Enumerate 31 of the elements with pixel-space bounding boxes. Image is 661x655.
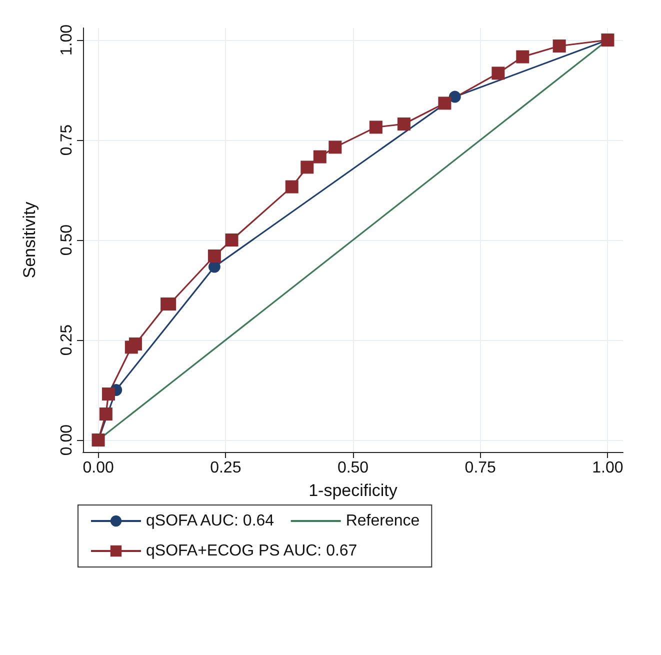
- x-tick-label: 1.00: [592, 460, 624, 476]
- y-tick-label: 0.75: [58, 124, 76, 156]
- legend-label: Reference: [346, 512, 420, 530]
- x-tick-label: 0.50: [337, 460, 369, 476]
- point: [369, 120, 382, 134]
- y-tick-label: 0.50: [58, 224, 76, 256]
- point: [328, 140, 342, 154]
- y-tick-label: 0.00: [58, 424, 76, 456]
- point: [208, 250, 221, 262]
- legend-label: qSOFA AUC: 0.64: [146, 512, 274, 530]
- point: [397, 118, 410, 130]
- x-tick-label: 0.25: [210, 460, 242, 476]
- point: [438, 96, 452, 110]
- point: [448, 90, 461, 103]
- legend-label: qSOFA+ECOG PS AUC: 0.67: [146, 542, 358, 560]
- x-axis-title: 1-specificity: [308, 481, 398, 500]
- point: [552, 40, 566, 52]
- point: [492, 66, 505, 80]
- y-axis-title: Sensitivity: [20, 201, 39, 278]
- y-tick-label: 0.25: [58, 324, 76, 356]
- point: [128, 338, 142, 350]
- point: [300, 160, 314, 174]
- x-tick-label: 0.00: [82, 460, 114, 476]
- point: [225, 234, 238, 246]
- point: [99, 408, 112, 420]
- point: [102, 388, 115, 400]
- point: [516, 50, 530, 64]
- point: [313, 150, 326, 164]
- y-tick-label: 1.00: [58, 24, 76, 56]
- point: [285, 180, 298, 194]
- x-tick-label: 0.75: [464, 460, 496, 476]
